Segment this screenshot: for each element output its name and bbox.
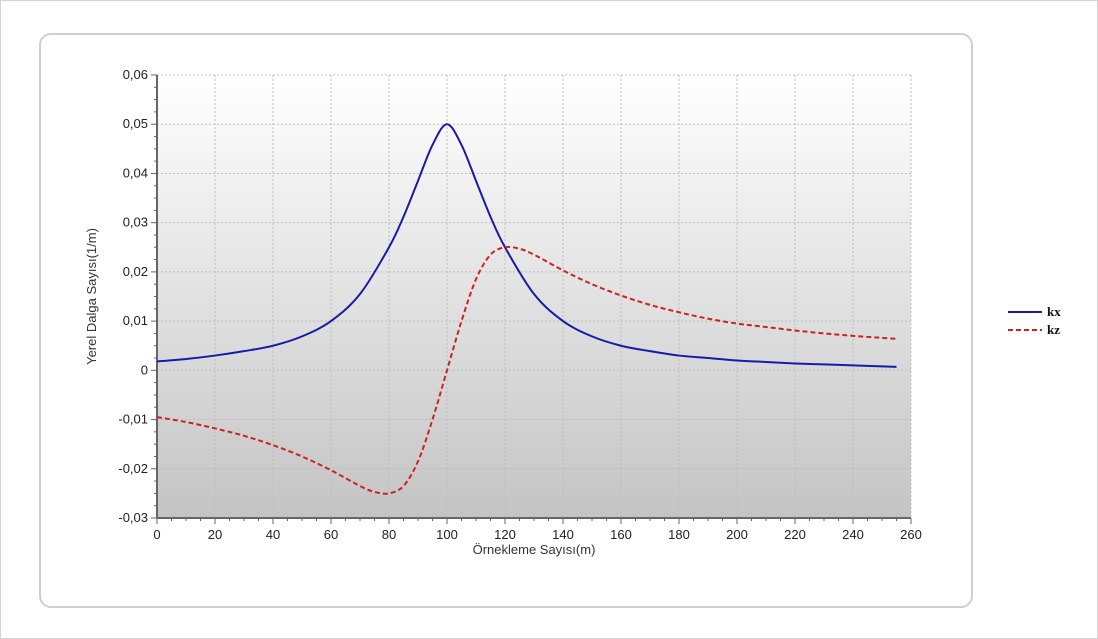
x-tick-label: 40 [266, 527, 280, 542]
series-line-kz [156, 245, 897, 495]
y-tick-label: 0,03 [123, 215, 148, 230]
y-tick-label: 0,01 [123, 313, 148, 328]
x-tick-label: 20 [208, 527, 222, 542]
y-tick-label: -0,02 [118, 461, 148, 476]
x-axis-title: Örnekleme Sayısı(m) [473, 542, 596, 557]
y-tick-label: -0,03 [118, 510, 148, 525]
y-tick-label: 0,06 [123, 67, 148, 82]
x-tick-label: 140 [552, 527, 574, 542]
x-tick-label: 240 [842, 527, 864, 542]
y-tick-label: 0 [141, 362, 148, 377]
x-tick-label: 120 [494, 527, 516, 542]
x-tick-label: 60 [324, 527, 338, 542]
series-line-kx [156, 123, 897, 368]
x-tick-label: 200 [726, 527, 748, 542]
x-tick-label: 160 [610, 527, 632, 542]
plot-area [157, 75, 911, 518]
legend-label-kz: kz [1047, 322, 1060, 337]
y-tick-label: 0,05 [123, 116, 148, 131]
x-tick-label: 260 [900, 527, 922, 542]
x-tick-label: 100 [436, 527, 458, 542]
y-tick-label: -0,01 [118, 412, 148, 427]
legend-label-kx: kx [1047, 304, 1061, 319]
y-tick-label: 0,02 [123, 264, 148, 279]
y-axis-title: Yerel Dalga Sayısı(1/m) [84, 228, 99, 365]
y-tick-label: 0,04 [123, 165, 148, 180]
x-tick-label: 220 [784, 527, 806, 542]
x-tick-label: 180 [668, 527, 690, 542]
x-tick-label: 80 [382, 527, 396, 542]
x-tick-label: 0 [153, 527, 160, 542]
